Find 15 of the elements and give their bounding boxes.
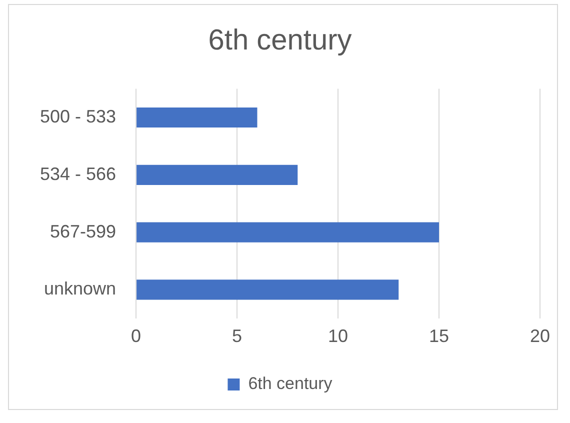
x-tick-label: 10 — [328, 326, 348, 346]
x-tick-label: 15 — [429, 326, 450, 346]
x-tick-label: 0 — [131, 326, 142, 346]
bar — [136, 222, 440, 242]
legend-label: 6th century — [248, 374, 333, 394]
bar — [136, 107, 258, 128]
x-tick-label: 20 — [530, 326, 550, 346]
chart-title: 6th century — [208, 24, 352, 56]
y-tick-label: 500 - 533 — [40, 106, 116, 126]
x-tick-label: 5 — [232, 326, 242, 346]
y-tick-label: unknown — [44, 278, 116, 299]
y-tick-label: 534 - 566 — [40, 164, 116, 184]
bar — [136, 164, 298, 185]
bar — [136, 280, 399, 300]
y-tick-label: 567-599 — [50, 221, 116, 242]
